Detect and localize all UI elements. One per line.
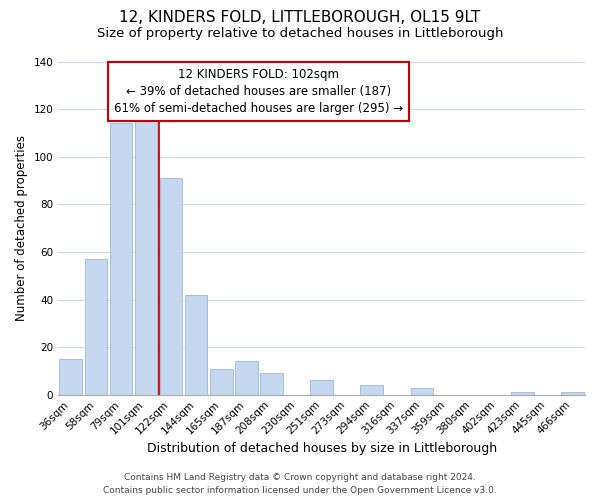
- Bar: [310, 380, 333, 394]
- Bar: [160, 178, 182, 394]
- Y-axis label: Number of detached properties: Number of detached properties: [15, 135, 28, 321]
- Bar: [410, 388, 433, 394]
- Text: 12, KINDERS FOLD, LITTLEBOROUGH, OL15 9LT: 12, KINDERS FOLD, LITTLEBOROUGH, OL15 9L…: [119, 10, 481, 25]
- Text: 12 KINDERS FOLD: 102sqm
← 39% of detached houses are smaller (187)
61% of semi-d: 12 KINDERS FOLD: 102sqm ← 39% of detache…: [114, 68, 403, 115]
- Text: Size of property relative to detached houses in Littleborough: Size of property relative to detached ho…: [97, 28, 503, 40]
- Bar: [210, 368, 233, 394]
- Bar: [185, 295, 208, 394]
- Bar: [85, 259, 107, 394]
- Bar: [235, 362, 257, 394]
- Bar: [511, 392, 533, 394]
- Bar: [110, 124, 132, 394]
- Bar: [561, 392, 584, 394]
- Bar: [59, 359, 82, 394]
- Bar: [361, 385, 383, 394]
- X-axis label: Distribution of detached houses by size in Littleborough: Distribution of detached houses by size …: [146, 442, 497, 455]
- Text: Contains HM Land Registry data © Crown copyright and database right 2024.
Contai: Contains HM Land Registry data © Crown c…: [103, 474, 497, 495]
- Bar: [134, 112, 157, 395]
- Bar: [260, 374, 283, 394]
